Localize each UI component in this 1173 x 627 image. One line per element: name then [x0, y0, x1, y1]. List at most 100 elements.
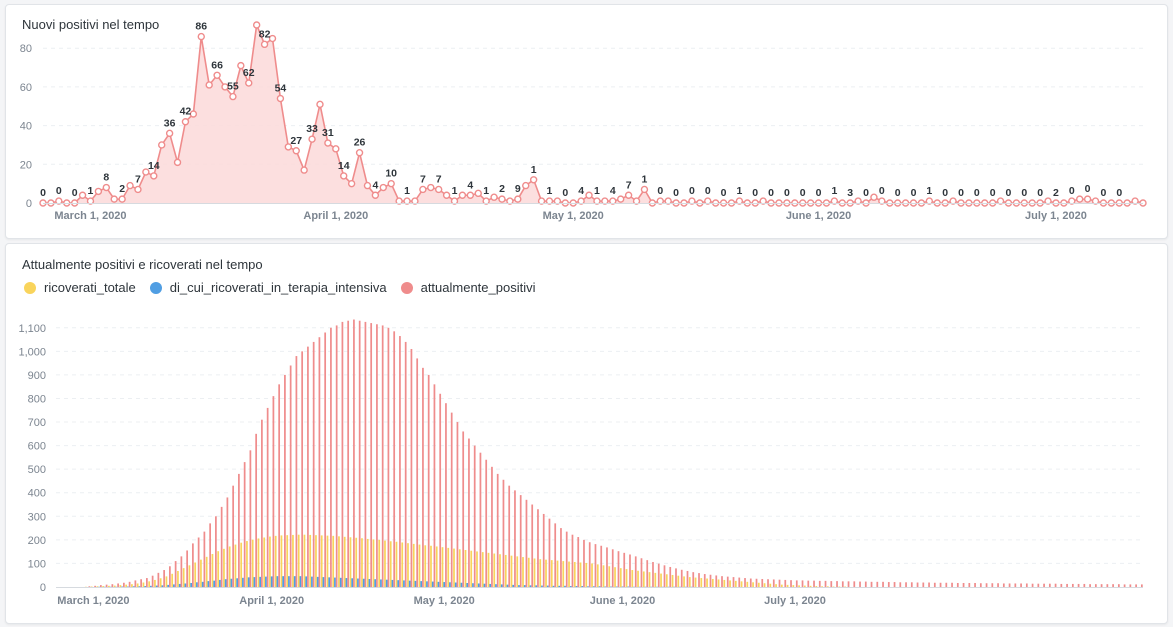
- bar-attualmente-positivi: [330, 327, 332, 587]
- bar-ricoverati-totale: [108, 585, 110, 587]
- bar-di-cui-ricoverati-in-terapia-intensiva: [224, 579, 227, 587]
- data-label: 1: [926, 185, 932, 197]
- data-point: [522, 181, 530, 190]
- data-point: [830, 197, 839, 205]
- bar-ricoverati-totale: [573, 562, 576, 587]
- data-label: 7: [420, 173, 426, 185]
- bar-ricoverati-totale: [257, 538, 260, 587]
- data-point: [450, 197, 459, 205]
- bar-di-cui-ricoverati-in-terapia-intensiva: [592, 586, 595, 587]
- bar-ricoverati-totale: [441, 547, 444, 587]
- bar-di-cui-ricoverati-in-terapia-intensiva: [132, 586, 135, 587]
- bar-attualmente-positivi: [215, 516, 217, 587]
- bar-attualmente-positivi: [485, 459, 488, 587]
- bar-ricoverati-totale: [533, 558, 536, 587]
- bar-di-cui-ricoverati-in-terapia-intensiva: [276, 576, 279, 587]
- data-point: [474, 189, 482, 198]
- bar-attualmente-positivi: [726, 576, 729, 587]
- data-point: [577, 197, 585, 205]
- data-label: 0: [1085, 183, 1091, 195]
- data-point: [300, 166, 308, 174]
- bar-attualmente-positivi: [818, 580, 821, 587]
- bar-ricoverati-totale: [625, 569, 628, 587]
- bar-attualmente-positivi: [387, 327, 390, 587]
- bar-attualmente-positivi: [111, 584, 114, 587]
- bar-ricoverati-totale: [154, 579, 156, 587]
- chart-title[interactable]: Attualmente positivi e ricoverati nel te…: [22, 257, 263, 272]
- bar-di-cui-ricoverati-in-terapia-intensiva: [190, 582, 193, 587]
- bar-attualmente-positivi: [956, 582, 959, 587]
- bar-di-cui-ricoverati-in-terapia-intensiva: [311, 576, 313, 587]
- legend-item-ricoverati-totale[interactable]: ricoverati_totale: [24, 280, 136, 295]
- bar-ricoverati-totale: [188, 565, 191, 587]
- bar-di-cui-ricoverati-in-terapia-intensiva: [270, 576, 273, 587]
- bar-attualmente-positivi: [916, 582, 919, 587]
- bar-ricoverati-totale: [723, 579, 726, 587]
- data-point: [925, 197, 934, 205]
- bar-ricoverati-totale: [165, 576, 168, 587]
- data-label: 0: [958, 187, 964, 199]
- bar-attualmente-positivi: [560, 528, 562, 587]
- bar-attualmente-positivi: [606, 547, 608, 587]
- bar-di-cui-ricoverati-in-terapia-intensiva: [155, 585, 158, 587]
- bar-ricoverati-totale: [315, 535, 317, 587]
- data-label: 66: [211, 59, 223, 71]
- y-tick-label: 1,100: [18, 323, 46, 335]
- bar-attualmente-positivi: [933, 582, 936, 587]
- bar-attualmente-positivi: [284, 374, 286, 587]
- bar-di-cui-ricoverati-in-terapia-intensiva: [546, 585, 549, 587]
- bar-ricoverati-totale: [246, 541, 248, 587]
- legend-item-attualmente-positivi[interactable]: attualmente_positivi: [400, 280, 536, 295]
- legend-item-terapia-intensiva[interactable]: di_cui_ricoverati_in_terapia_intensiva: [149, 280, 387, 295]
- bar-attualmente-positivi: [1043, 583, 1045, 587]
- bar-attualmente-positivi: [542, 513, 545, 587]
- bar-attualmente-positivi: [554, 523, 557, 587]
- data-point: [949, 197, 957, 205]
- bar-attualmente-positivi: [1135, 584, 1137, 587]
- bar-di-cui-ricoverati-in-terapia-intensiva: [523, 585, 526, 587]
- data-point: [165, 129, 174, 138]
- legend-dot: [400, 281, 413, 294]
- bar-ricoverati-totale: [734, 580, 737, 587]
- data-point: [593, 197, 601, 205]
- bar-di-cui-ricoverati-in-terapia-intensiva: [420, 581, 423, 587]
- data-label: 9: [515, 183, 521, 195]
- legend-dot: [149, 281, 162, 294]
- data-point: [585, 191, 593, 199]
- data-label: 42: [180, 106, 192, 118]
- bar-ricoverati-totale: [200, 559, 202, 587]
- bar-attualmente-positivi: [140, 579, 142, 587]
- bar-attualmente-positivi: [1083, 583, 1086, 587]
- bar-attualmente-positivi: [318, 337, 321, 587]
- data-label: 0: [895, 187, 901, 199]
- chart-title[interactable]: Nuovi positivi nel tempo: [22, 17, 160, 32]
- data-label: 0: [1037, 187, 1043, 199]
- bar-attualmente-positivi: [232, 485, 235, 587]
- data-point: [656, 197, 664, 205]
- data-label: 2: [499, 183, 505, 195]
- legend-label: attualmente_positivi: [420, 280, 536, 295]
- bar-attualmente-positivi: [680, 569, 683, 587]
- bar-ricoverati-totale: [619, 568, 622, 587]
- bar-attualmente-positivi: [945, 582, 948, 587]
- bar-attualmente-positivi: [1117, 584, 1120, 587]
- bar-attualmente-positivi: [836, 581, 838, 587]
- bar-ricoverati-totale: [504, 554, 507, 587]
- data-point: [324, 139, 332, 147]
- bar-attualmente-positivi: [468, 438, 470, 587]
- data-label: 14: [148, 160, 160, 172]
- bar-ricoverati-totale: [263, 537, 266, 587]
- data-point: [1044, 197, 1052, 205]
- data-label: 0: [1021, 187, 1027, 199]
- bar-attualmente-positivi: [686, 570, 689, 587]
- bar-attualmente-positivi: [404, 341, 407, 587]
- bar-attualmente-positivi: [594, 544, 597, 587]
- bar-attualmente-positivi: [220, 506, 223, 587]
- bar-attualmente-positivi: [565, 531, 568, 587]
- bar-ricoverati-totale: [522, 557, 524, 587]
- bar-ricoverati-totale: [608, 566, 611, 587]
- bar-di-cui-ricoverati-in-terapia-intensiva: [558, 585, 561, 587]
- y-tick-label: 700: [28, 417, 46, 429]
- bar-di-cui-ricoverati-in-terapia-intensiva: [322, 577, 325, 587]
- bar-ricoverati-totale: [338, 536, 340, 587]
